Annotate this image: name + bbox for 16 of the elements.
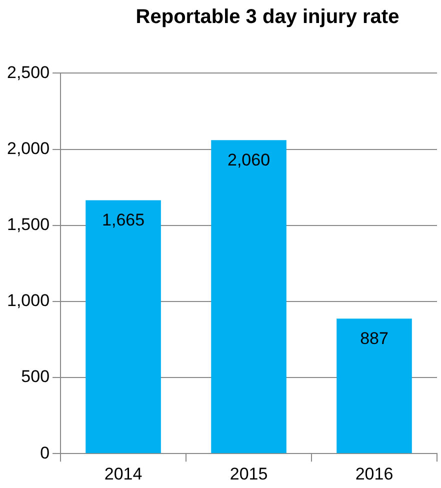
bar: [336, 318, 412, 454]
y-tick-label: 1,500: [6, 215, 50, 234]
data-label: 887: [360, 328, 388, 348]
y-tick-label: 2,000: [6, 138, 50, 158]
bar: [86, 200, 161, 454]
chart-title: Reportable 3 day injury rate: [134, 5, 400, 30]
x-tick-label: 2016: [355, 464, 394, 484]
y-tick-label: 0: [40, 443, 50, 462]
data-label: 2,060: [227, 150, 270, 170]
bar: [211, 140, 286, 454]
x-tick-label: 2014: [104, 464, 142, 484]
y-tick-label: 1,000: [6, 291, 50, 310]
y-tick-label: 2,500: [6, 62, 50, 82]
x-tick-label: 2015: [230, 464, 268, 484]
data-label: 1,665: [102, 210, 145, 230]
y-tick-label: 500: [21, 367, 50, 386]
